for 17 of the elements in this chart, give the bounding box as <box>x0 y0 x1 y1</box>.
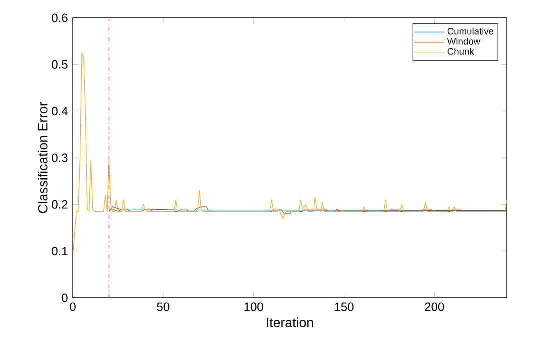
y-tick-label: 0.4 <box>52 107 68 116</box>
legend-label: Chunk <box>448 48 474 55</box>
y-tick-label: 0 <box>62 294 68 302</box>
y-tick-label: 0.2 <box>52 200 68 209</box>
x-tick-label: 0 <box>70 302 76 312</box>
y-tick-label: 0.1 <box>52 247 68 256</box>
y-tick-label: 0.5 <box>52 60 68 69</box>
x-tick-label: 50 <box>157 302 170 312</box>
x-tick-label: 100 <box>244 302 264 312</box>
legend-label: Window <box>447 38 481 45</box>
y-tick-label: 0.3 <box>52 154 68 162</box>
y-tick-label: 0.6 <box>52 14 68 22</box>
y-axis-title: Classification Error <box>38 102 48 214</box>
x-axis-title: Iteration <box>267 318 314 328</box>
legend-label: Cumulative <box>448 28 494 35</box>
x-tick-label: 200 <box>425 302 444 312</box>
x-tick-label: 150 <box>335 302 354 312</box>
